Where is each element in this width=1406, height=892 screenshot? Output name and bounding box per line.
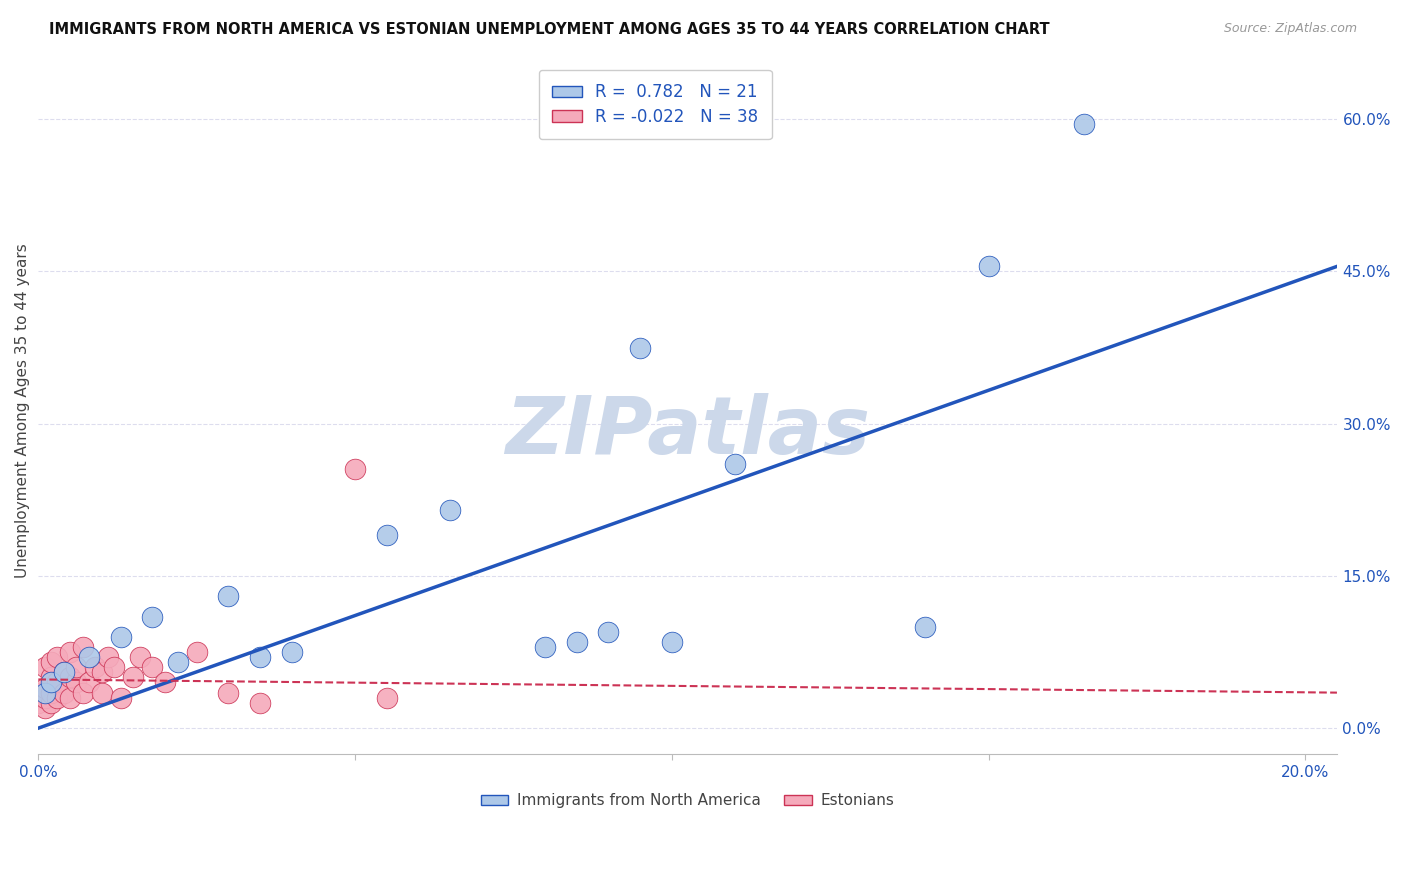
Point (34, 690, 56, 705)
Point (52, 665, 75, 680)
Point (59, 645, 82, 659)
Point (39, 675, 62, 690)
Point (628, 341, 651, 355)
Point (34, 660, 56, 674)
Text: IMMIGRANTS FROM NORTH AMERICA VS ESTONIAN UNEMPLOYMENT AMONG AGES 35 TO 44 YEARS: IMMIGRANTS FROM NORTH AMERICA VS ESTONIA… (49, 22, 1050, 37)
Point (97, 650, 120, 665)
Point (598, 624, 620, 639)
Point (914, 620, 936, 634)
Point (1073, 117, 1095, 131)
Point (186, 645, 208, 659)
Point (34, 681, 56, 695)
Point (39, 696, 62, 710)
Point (534, 640, 557, 654)
Point (59, 690, 82, 705)
Point (375, 690, 398, 705)
Point (90, 685, 112, 699)
Legend: Immigrants from North America, Estonians: Immigrants from North America, Estonians (475, 787, 901, 814)
Point (65, 660, 87, 674)
Point (90, 665, 112, 680)
Point (166, 655, 188, 669)
Point (27, 696, 49, 710)
Point (724, 458, 747, 472)
Point (46, 690, 69, 705)
Point (103, 660, 125, 674)
Point (65, 675, 87, 690)
Point (565, 635, 588, 649)
Text: Source: ZipAtlas.com: Source: ZipAtlas.com (1223, 22, 1357, 36)
Point (52, 665, 75, 680)
Point (375, 528, 398, 542)
Point (217, 589, 239, 603)
Point (249, 650, 271, 665)
Point (280, 645, 302, 659)
Point (110, 630, 132, 644)
Point (34, 701, 56, 715)
Point (249, 696, 271, 710)
Point (77, 650, 100, 665)
Point (128, 650, 150, 665)
Y-axis label: Unemployment Among Ages 35 to 44 years: Unemployment Among Ages 35 to 44 years (15, 244, 30, 578)
Point (344, 462, 367, 476)
Point (439, 503, 461, 517)
Point (153, 675, 176, 690)
Point (27, 685, 49, 699)
Point (977, 260, 1000, 274)
Point (72, 640, 94, 654)
Point (141, 660, 163, 674)
Point (39, 670, 62, 684)
Point (59, 670, 82, 684)
Point (77, 675, 100, 690)
Point (72, 685, 94, 699)
Point (46, 675, 69, 690)
Point (46, 650, 69, 665)
Point (661, 635, 683, 649)
Point (217, 685, 239, 699)
Point (122, 670, 145, 684)
Point (84, 660, 107, 674)
Point (39, 655, 62, 669)
Point (110, 690, 132, 705)
Point (141, 609, 163, 624)
Text: ZIPatlas: ZIPatlas (505, 392, 870, 471)
Point (52, 685, 75, 699)
Point (39, 685, 62, 699)
Point (34, 685, 56, 699)
